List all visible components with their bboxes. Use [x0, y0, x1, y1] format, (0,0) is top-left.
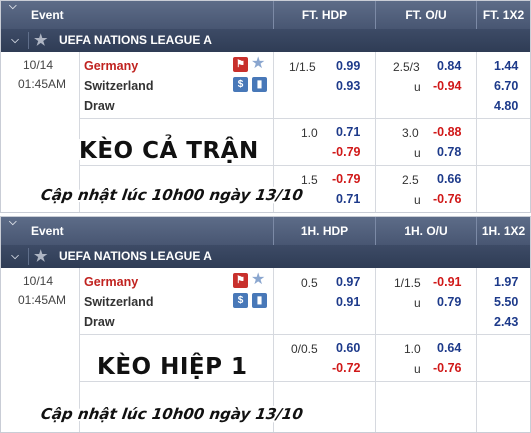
under-label: u	[414, 296, 421, 310]
banner-subtitle: Cập nhật lúc 10h00 ngày 13/10	[39, 186, 305, 204]
hdp-away-odds[interactable]: 0.71	[336, 192, 361, 206]
chevron-down-icon[interactable]: ⌵	[9, 1, 17, 12]
ou-line: 2.5/3	[393, 60, 420, 74]
star-icon[interactable]: ★	[34, 32, 48, 49]
ou-under-odds[interactable]: -0.76	[433, 361, 462, 375]
hdp-line: 1.5	[301, 173, 318, 187]
hdp-line: 1/1.5	[289, 60, 316, 74]
hdp-home-odds[interactable]: 0.97	[336, 275, 361, 289]
dollar-icon[interactable]: $	[233, 77, 248, 92]
col-hdp[interactable]: 1H. HDP	[273, 217, 375, 245]
match-date: 10/14	[23, 58, 54, 72]
match-body: 10/14 01:45AM Germany Switzerland Draw ⚑…	[1, 52, 530, 212]
col-event[interactable]: Event	[31, 224, 64, 238]
col-hdp[interactable]: FT. HDP	[273, 1, 375, 29]
hdp-away-odds[interactable]: 0.93	[336, 79, 361, 93]
hdp-line: 0.5	[301, 276, 318, 290]
ou-under-odds[interactable]: 0.79	[437, 295, 462, 309]
ou-line: 2.5	[402, 173, 419, 187]
home-team[interactable]: Germany	[84, 59, 139, 73]
draw-label: Draw	[84, 99, 115, 113]
star-icon[interactable]: ★	[251, 271, 266, 288]
col-ou[interactable]: FT. O/U	[375, 1, 476, 29]
odds-panel-firsthalf: Event 1H. HDP 1H. O/U 1H. 1X2 ⌵ ⌵ ★ UEFA…	[0, 216, 531, 433]
ou-over-odds[interactable]: -0.91	[433, 275, 462, 289]
away-team[interactable]: Switzerland	[84, 295, 154, 309]
ou-under-odds[interactable]: -0.76	[433, 192, 462, 206]
hdp-home-odds[interactable]: 0.99	[336, 59, 361, 73]
col-1x2[interactable]: 1H. 1X2	[476, 217, 530, 245]
hdp-home-odds[interactable]: 0.60	[336, 341, 361, 355]
league-name: UEFA NATIONS LEAGUE A	[59, 33, 212, 47]
under-label: u	[414, 193, 421, 207]
ou-under-odds[interactable]: 0.78	[437, 145, 462, 159]
league-row[interactable]: ⌵ ★ UEFA NATIONS LEAGUE A	[1, 29, 530, 52]
x2-away-odds[interactable]: 5.50	[494, 295, 519, 309]
runner-icon[interactable]: ⚑	[233, 57, 248, 72]
runner-icon[interactable]: ⚑	[233, 273, 248, 288]
table-header: Event FT. HDP FT. O/U FT. 1X2 ⌵	[1, 1, 530, 29]
x2-away-odds[interactable]: 6.70	[494, 79, 519, 93]
divider	[28, 32, 29, 49]
draw-label: Draw	[84, 315, 115, 329]
col-event[interactable]: Event	[31, 8, 64, 22]
ou-over-odds[interactable]: 0.84	[437, 59, 462, 73]
ou-line: 1/1.5	[394, 276, 421, 290]
ou-line: 1.0	[404, 342, 421, 356]
league-name: UEFA NATIONS LEAGUE A	[59, 249, 212, 263]
hdp-line: 0/0.5	[291, 342, 318, 356]
banner-title: KÈO CẢ TRẬN	[79, 138, 259, 164]
match-time: 01:45AM	[18, 293, 67, 307]
match-body: 10/14 01:45AM Germany Switzerland Draw ⚑…	[1, 268, 530, 432]
star-icon[interactable]: ★	[251, 55, 266, 72]
table-header: Event 1H. HDP 1H. O/U 1H. 1X2 ⌵	[1, 217, 530, 245]
match-date: 10/14	[23, 274, 54, 288]
under-label: u	[414, 362, 421, 376]
home-team[interactable]: Germany	[84, 275, 139, 289]
banner-title: KÈO HIỆP 1	[97, 354, 248, 380]
dollar-icon[interactable]: $	[233, 293, 248, 308]
banner-subtitle: Cập nhật lúc 10h00 ngày 13/10	[39, 405, 305, 423]
under-label: u	[414, 146, 421, 160]
chevron-down-icon[interactable]: ⌵	[11, 35, 19, 46]
star-icon[interactable]: ★	[34, 248, 48, 265]
ou-under-odds[interactable]: -0.94	[433, 79, 462, 93]
under-label: u	[414, 80, 421, 94]
hdp-away-odds[interactable]: 0.91	[336, 295, 361, 309]
hdp-home-odds[interactable]: 0.71	[336, 125, 361, 139]
chevron-down-icon[interactable]: ⌵	[11, 251, 19, 262]
odds-panel-fulltime: Event FT. HDP FT. O/U FT. 1X2 ⌵ ⌵ ★ UEFA…	[0, 0, 531, 213]
hdp-line: 1.0	[301, 126, 318, 140]
league-row[interactable]: ⌵ ★ UEFA NATIONS LEAGUE A	[1, 245, 530, 268]
col-1x2[interactable]: FT. 1X2	[476, 1, 530, 29]
chevron-down-icon[interactable]: ⌵	[9, 217, 17, 228]
x2-home-odds[interactable]: 1.97	[494, 275, 519, 289]
col-ou[interactable]: 1H. O/U	[375, 217, 476, 245]
ou-line: 3.0	[402, 126, 419, 140]
ou-over-odds[interactable]: 0.66	[437, 172, 462, 186]
divider	[28, 248, 29, 265]
match-time: 01:45AM	[18, 77, 67, 91]
ou-over-odds[interactable]: -0.88	[433, 125, 462, 139]
x2-draw-odds[interactable]: 4.80	[494, 99, 519, 113]
hdp-away-odds[interactable]: -0.72	[332, 361, 361, 375]
bar-chart-icon[interactable]: ▮	[252, 293, 267, 308]
x2-home-odds[interactable]: 1.44	[494, 59, 519, 73]
bar-chart-icon[interactable]: ▮	[252, 77, 267, 92]
ou-over-odds[interactable]: 0.64	[437, 341, 462, 355]
hdp-away-odds[interactable]: -0.79	[332, 145, 361, 159]
hdp-home-odds[interactable]: -0.79	[332, 172, 361, 186]
away-team[interactable]: Switzerland	[84, 79, 154, 93]
x2-draw-odds[interactable]: 2.43	[494, 315, 519, 329]
